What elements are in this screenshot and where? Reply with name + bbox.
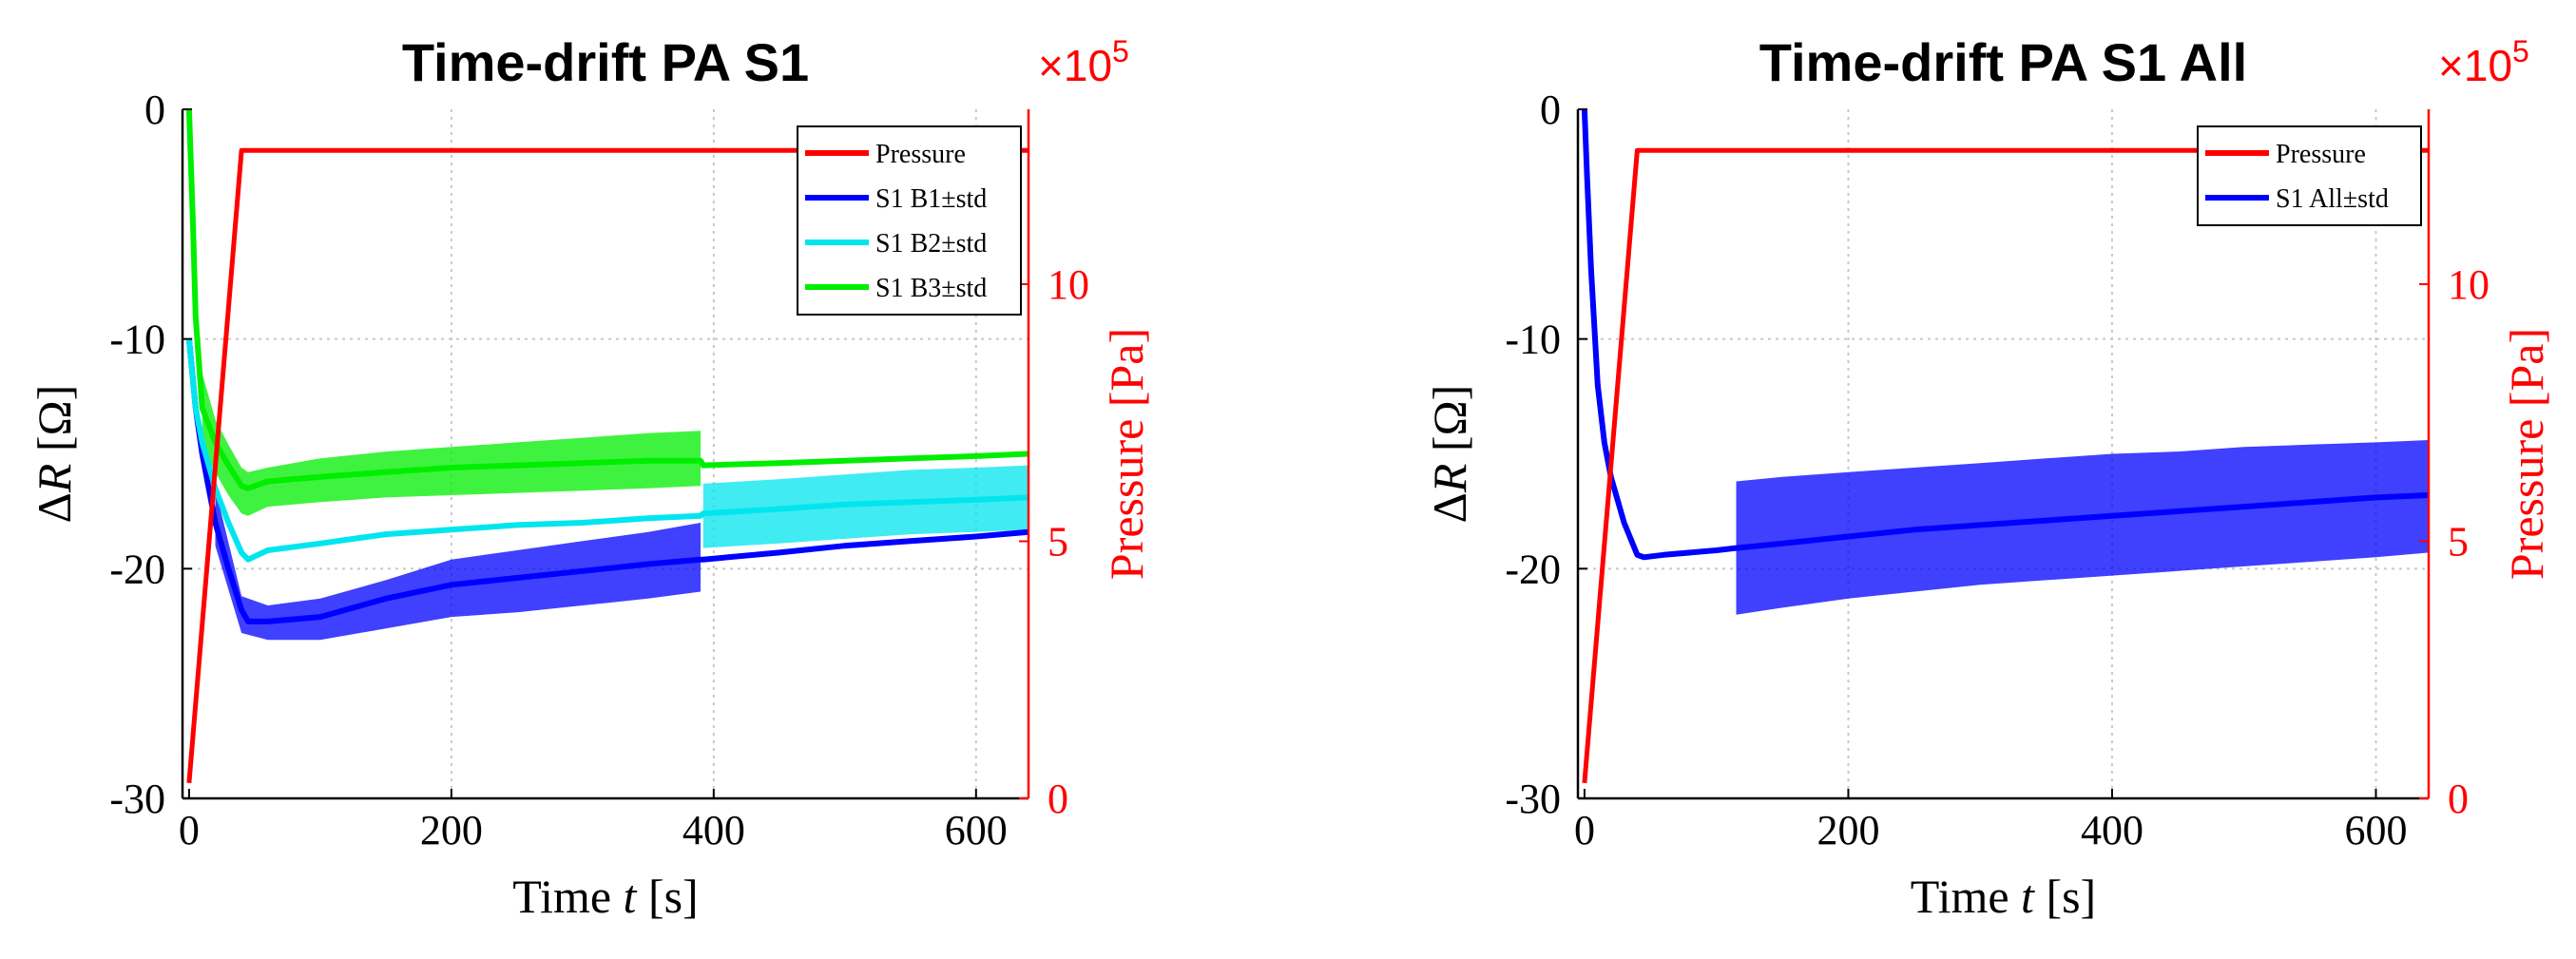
y2-tick-label: 5	[2448, 518, 2469, 565]
series-line-1	[185, 338, 1029, 624]
y2-tick-label: 0	[1048, 776, 1068, 822]
x-tick-label: 0	[1574, 807, 1595, 854]
y2-multiplier-base: ×10	[2438, 41, 2512, 90]
y2-multiplier-exp: 5	[1112, 34, 1129, 68]
chart-title: Time-drift PA S1 All	[1759, 32, 2247, 92]
y-axis-label-suffix: [Ω]	[28, 385, 81, 464]
x-axis-label-prefix: Time	[1911, 870, 2021, 923]
y-axis-label-var: R	[28, 464, 81, 494]
legend-label: S1 All±std	[2276, 184, 2389, 214]
x-tick-label: 0	[179, 807, 200, 854]
series-line-1	[1581, 108, 2430, 561]
legend-label: Pressure	[875, 140, 966, 169]
y-tick-label: -20	[1505, 546, 1561, 592]
x-tick-label: 400	[682, 807, 745, 854]
series-line-3	[185, 108, 1029, 491]
chart-panel-2: 0 200 400 600 0 -10 -20 -30 0 5 10 Time-drift PA S1…	[1423, 32, 2553, 923]
y2-axis-label: Pressure [Pa]	[1100, 328, 1153, 580]
x-axis-label-var: t	[2021, 870, 2035, 923]
y-tick-label: -10	[109, 316, 165, 363]
y2-multiplier: ×105	[2438, 34, 2529, 90]
chart-title: Time-drift PA S1	[402, 32, 809, 92]
y-axis-label-var: R	[1423, 464, 1476, 494]
x-axis-label: Time t [s]	[512, 870, 698, 923]
y2-axis-label: Pressure [Pa]	[2500, 328, 2553, 580]
y-tick-label: -30	[109, 776, 165, 822]
legend-label: Pressure	[2276, 140, 2366, 169]
y-axis-label: ΔR [Ω]	[1423, 385, 1476, 524]
y-axis-label-delta: Δ	[1423, 492, 1476, 523]
chart-panel-1: 0 200 400 600 0 -10 -20 -30 0 5 10 Time-drift PA S1…	[28, 32, 1153, 923]
std-band-1	[215, 488, 701, 641]
legend-box	[797, 125, 1022, 316]
x-tick-label: 200	[1817, 807, 1879, 854]
y2-tick-label: 5	[1048, 518, 1068, 565]
y-axis-label-delta: Δ	[28, 492, 81, 523]
std-band-3	[202, 373, 701, 516]
x-tick-label: 400	[2081, 807, 2143, 854]
legend-box	[2197, 125, 2422, 226]
x-tick-label: 200	[420, 807, 483, 854]
y-tick-label: -20	[109, 546, 165, 592]
std-band-1	[1736, 440, 2429, 615]
y-tick-label: -30	[1505, 776, 1561, 822]
legend: Pressure S1 All±std	[2197, 125, 2422, 226]
x-tick-label: 600	[2344, 807, 2407, 854]
x-axis-label-suffix: [s]	[636, 870, 698, 923]
pressure-line	[1582, 147, 2429, 784]
y2-tick-label: 10	[2448, 261, 2489, 308]
y-tick-label: 0	[144, 86, 165, 133]
y-tick-label: -10	[1505, 316, 1561, 363]
y2-multiplier: ×105	[1038, 34, 1129, 90]
std-band-2	[702, 465, 1028, 548]
legend-label: S1 B3±std	[875, 274, 987, 303]
x-axis-label: Time t [s]	[1911, 870, 2096, 923]
y-axis-label: ΔR [Ω]	[28, 385, 81, 524]
y2-multiplier-exp: 5	[2512, 34, 2529, 68]
series-line-2	[185, 338, 1029, 563]
legend: Pressure S1 B1±std S1 B2±std S1 B3±std	[797, 125, 1022, 316]
x-tick-label: 600	[945, 807, 1008, 854]
legend-label: S1 B1±std	[875, 184, 987, 214]
x-axis-label-var: t	[624, 870, 638, 923]
pressure-line	[186, 147, 1028, 784]
y-axis-label-suffix: [Ω]	[1423, 385, 1476, 464]
y2-tick-label: 0	[2448, 776, 2469, 822]
y-tick-label: 0	[1540, 86, 1561, 133]
x-axis-label-prefix: Time	[512, 870, 623, 923]
y2-multiplier-base: ×10	[1038, 41, 1112, 90]
legend-label: S1 B2±std	[875, 229, 987, 259]
y2-tick-label: 10	[1048, 261, 1089, 308]
x-axis-label-suffix: [s]	[2034, 870, 2096, 923]
